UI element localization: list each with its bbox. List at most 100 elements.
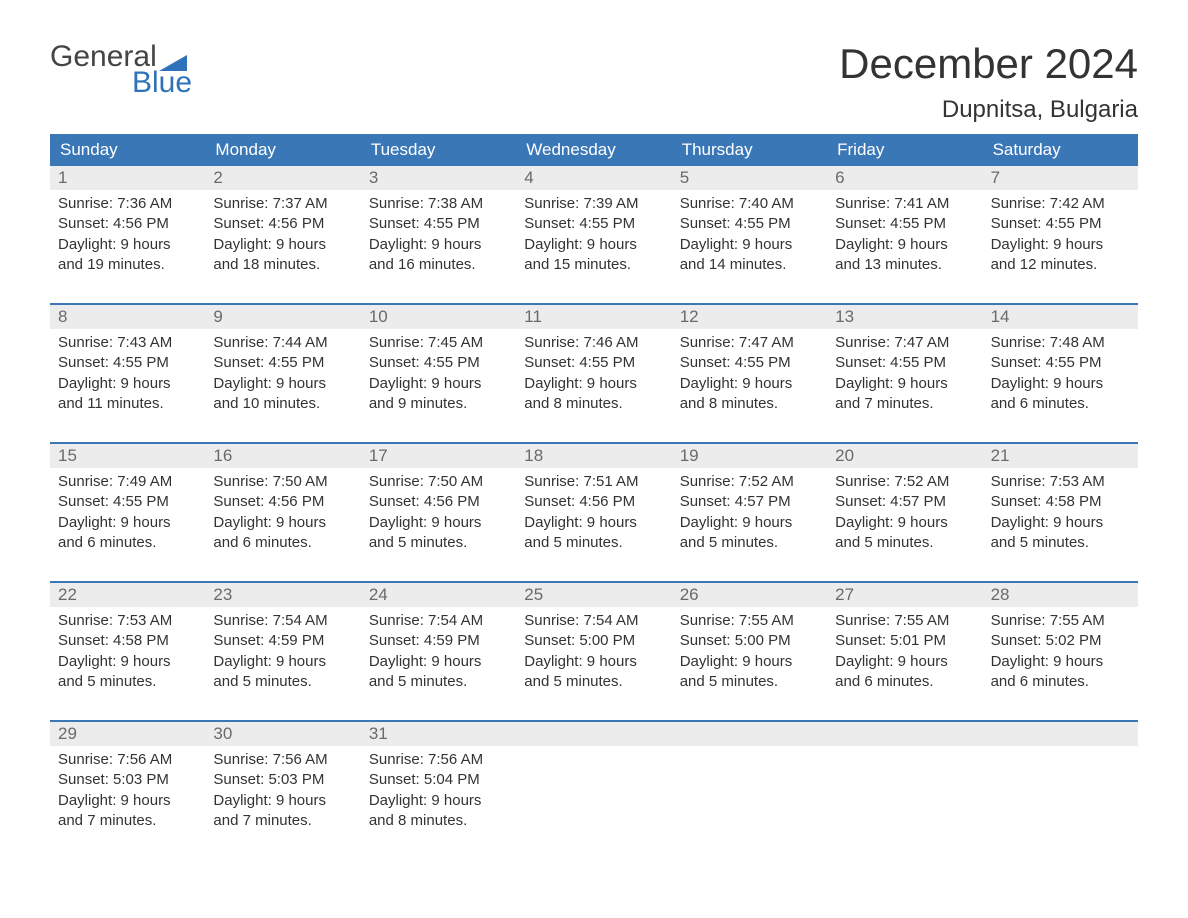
- sunrise-line: Sunrise: 7:44 AM: [213, 333, 352, 353]
- sunrise-line: Sunrise: 7:55 AM: [991, 611, 1130, 631]
- day-number: 23: [205, 583, 360, 607]
- day-number: 21: [983, 444, 1138, 468]
- location: Dupnitsa, Bulgaria: [839, 96, 1138, 124]
- daylight-line: Daylight: 9 hours and 5 minutes.: [213, 652, 352, 693]
- sunset-line: Sunset: 4:55 PM: [58, 492, 197, 512]
- day-number-row: 293031: [50, 722, 1138, 746]
- day-cell: Sunrise: 7:52 AMSunset: 4:57 PMDaylight:…: [827, 468, 982, 563]
- sunrise-line: Sunrise: 7:43 AM: [58, 333, 197, 353]
- sunset-line: Sunset: 5:02 PM: [991, 631, 1130, 651]
- day-number: 17: [361, 444, 516, 468]
- day-number: [672, 722, 827, 746]
- sunrise-line: Sunrise: 7:47 AM: [835, 333, 974, 353]
- daylight-line: Daylight: 9 hours and 10 minutes.: [213, 374, 352, 415]
- sunrise-line: Sunrise: 7:56 AM: [213, 750, 352, 770]
- weekday-label: Saturday: [983, 134, 1138, 166]
- day-cell: Sunrise: 7:50 AMSunset: 4:56 PMDaylight:…: [205, 468, 360, 563]
- sunrise-line: Sunrise: 7:39 AM: [524, 194, 663, 214]
- sunrise-line: Sunrise: 7:50 AM: [213, 472, 352, 492]
- day-cell: Sunrise: 7:56 AMSunset: 5:03 PMDaylight:…: [205, 746, 360, 841]
- day-number: 25: [516, 583, 671, 607]
- day-number: 31: [361, 722, 516, 746]
- day-body-row: Sunrise: 7:56 AMSunset: 5:03 PMDaylight:…: [50, 746, 1138, 841]
- daylight-line: Daylight: 9 hours and 5 minutes.: [835, 513, 974, 554]
- sunrise-line: Sunrise: 7:47 AM: [680, 333, 819, 353]
- day-cell: Sunrise: 7:46 AMSunset: 4:55 PMDaylight:…: [516, 329, 671, 424]
- day-cell: Sunrise: 7:52 AMSunset: 4:57 PMDaylight:…: [672, 468, 827, 563]
- sunset-line: Sunset: 4:56 PM: [524, 492, 663, 512]
- day-cell: Sunrise: 7:36 AMSunset: 4:56 PMDaylight:…: [50, 190, 205, 285]
- logo-text-blue: Blue: [50, 66, 192, 100]
- sunset-line: Sunset: 4:56 PM: [213, 214, 352, 234]
- day-cell: Sunrise: 7:50 AMSunset: 4:56 PMDaylight:…: [361, 468, 516, 563]
- day-number: [516, 722, 671, 746]
- sunset-line: Sunset: 4:55 PM: [369, 353, 508, 373]
- day-cell: Sunrise: 7:56 AMSunset: 5:03 PMDaylight:…: [50, 746, 205, 841]
- day-body-row: Sunrise: 7:36 AMSunset: 4:56 PMDaylight:…: [50, 190, 1138, 285]
- sunrise-line: Sunrise: 7:53 AM: [991, 472, 1130, 492]
- sunset-line: Sunset: 5:00 PM: [680, 631, 819, 651]
- day-number: 2: [205, 166, 360, 190]
- day-cell: Sunrise: 7:43 AMSunset: 4:55 PMDaylight:…: [50, 329, 205, 424]
- daylight-line: Daylight: 9 hours and 11 minutes.: [58, 374, 197, 415]
- weeks-container: 1234567Sunrise: 7:36 AMSunset: 4:56 PMDa…: [50, 166, 1138, 841]
- daylight-line: Daylight: 9 hours and 5 minutes.: [369, 652, 508, 693]
- weekday-label: Sunday: [50, 134, 205, 166]
- daylight-line: Daylight: 9 hours and 5 minutes.: [991, 513, 1130, 554]
- day-cell: Sunrise: 7:45 AMSunset: 4:55 PMDaylight:…: [361, 329, 516, 424]
- daylight-line: Daylight: 9 hours and 12 minutes.: [991, 235, 1130, 276]
- sunset-line: Sunset: 4:55 PM: [991, 353, 1130, 373]
- daylight-line: Daylight: 9 hours and 6 minutes.: [991, 652, 1130, 693]
- sunset-line: Sunset: 4:55 PM: [524, 214, 663, 234]
- daylight-line: Daylight: 9 hours and 8 minutes.: [680, 374, 819, 415]
- daylight-line: Daylight: 9 hours and 6 minutes.: [213, 513, 352, 554]
- title-block: December 2024 Dupnitsa, Bulgaria: [839, 40, 1138, 124]
- day-cell: [672, 746, 827, 841]
- day-body-row: Sunrise: 7:53 AMSunset: 4:58 PMDaylight:…: [50, 607, 1138, 702]
- daylight-line: Daylight: 9 hours and 5 minutes.: [524, 513, 663, 554]
- day-number: 14: [983, 305, 1138, 329]
- day-number: 28: [983, 583, 1138, 607]
- day-number: 30: [205, 722, 360, 746]
- day-cell: Sunrise: 7:55 AMSunset: 5:00 PMDaylight:…: [672, 607, 827, 702]
- day-number: 9: [205, 305, 360, 329]
- month-title: December 2024: [839, 40, 1138, 88]
- day-number-row: 1234567: [50, 166, 1138, 190]
- day-cell: Sunrise: 7:54 AMSunset: 5:00 PMDaylight:…: [516, 607, 671, 702]
- sunrise-line: Sunrise: 7:53 AM: [58, 611, 197, 631]
- sunrise-line: Sunrise: 7:50 AM: [369, 472, 508, 492]
- day-cell: Sunrise: 7:47 AMSunset: 4:55 PMDaylight:…: [672, 329, 827, 424]
- sunset-line: Sunset: 5:04 PM: [369, 770, 508, 790]
- sunset-line: Sunset: 5:01 PM: [835, 631, 974, 651]
- day-cell: [516, 746, 671, 841]
- sunrise-line: Sunrise: 7:42 AM: [991, 194, 1130, 214]
- day-cell: Sunrise: 7:40 AMSunset: 4:55 PMDaylight:…: [672, 190, 827, 285]
- day-cell: [983, 746, 1138, 841]
- sunrise-line: Sunrise: 7:48 AM: [991, 333, 1130, 353]
- daylight-line: Daylight: 9 hours and 7 minutes.: [835, 374, 974, 415]
- day-cell: Sunrise: 7:54 AMSunset: 4:59 PMDaylight:…: [205, 607, 360, 702]
- week-block: 15161718192021Sunrise: 7:49 AMSunset: 4:…: [50, 442, 1138, 563]
- daylight-line: Daylight: 9 hours and 6 minutes.: [991, 374, 1130, 415]
- day-number: 10: [361, 305, 516, 329]
- day-number: 6: [827, 166, 982, 190]
- sunrise-line: Sunrise: 7:54 AM: [213, 611, 352, 631]
- day-number: 24: [361, 583, 516, 607]
- day-number: 22: [50, 583, 205, 607]
- sunrise-line: Sunrise: 7:41 AM: [835, 194, 974, 214]
- daylight-line: Daylight: 9 hours and 8 minutes.: [524, 374, 663, 415]
- sunset-line: Sunset: 4:56 PM: [213, 492, 352, 512]
- sunrise-line: Sunrise: 7:46 AM: [524, 333, 663, 353]
- sunrise-line: Sunrise: 7:52 AM: [680, 472, 819, 492]
- day-number: 12: [672, 305, 827, 329]
- day-body-row: Sunrise: 7:43 AMSunset: 4:55 PMDaylight:…: [50, 329, 1138, 424]
- daylight-line: Daylight: 9 hours and 8 minutes.: [369, 791, 508, 832]
- sunrise-line: Sunrise: 7:37 AM: [213, 194, 352, 214]
- sunrise-line: Sunrise: 7:56 AM: [58, 750, 197, 770]
- sunset-line: Sunset: 4:55 PM: [835, 214, 974, 234]
- sunset-line: Sunset: 5:03 PM: [58, 770, 197, 790]
- daylight-line: Daylight: 9 hours and 6 minutes.: [835, 652, 974, 693]
- sunset-line: Sunset: 4:57 PM: [835, 492, 974, 512]
- day-cell: Sunrise: 7:53 AMSunset: 4:58 PMDaylight:…: [983, 468, 1138, 563]
- weekday-label: Friday: [827, 134, 982, 166]
